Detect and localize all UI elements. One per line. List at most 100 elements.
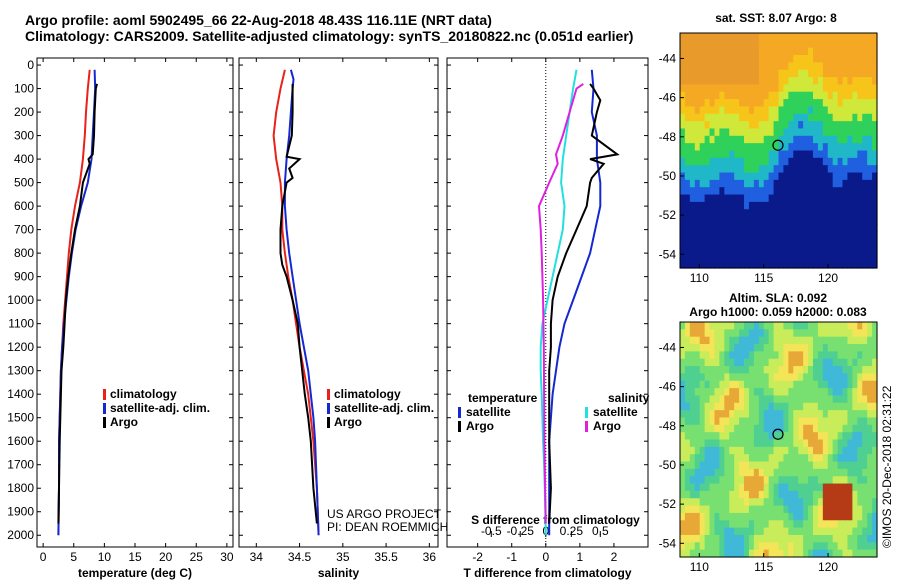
temperature-series-0: [57, 69, 91, 536]
sst_map-cell: [680, 99, 686, 108]
sla_map-cell: [680, 498, 686, 507]
sst_map-cell: [739, 165, 745, 174]
sla_map-cell: [763, 351, 770, 360]
sst_map-cell: [729, 201, 735, 210]
sst_map-cell: [704, 69, 711, 78]
sst_map-cell: [773, 216, 780, 225]
sst_map-cell: [852, 187, 858, 196]
sst_map-cell: [729, 106, 735, 115]
sla_map-cell: [684, 417, 691, 426]
sst_map-cell: [763, 223, 770, 232]
sla_map-cell: [817, 373, 824, 382]
sla_map-cell: [689, 468, 696, 477]
sla_map-cell: [719, 336, 725, 345]
sla_map-cell: [734, 351, 740, 360]
sla_map-cell: [729, 417, 735, 426]
sst_map-cell: [867, 216, 873, 225]
sst_map-cell: [768, 55, 775, 63]
sla_map-cell: [832, 490, 839, 499]
sla_map-cell: [778, 395, 785, 404]
sst_map-cell: [832, 238, 839, 247]
sst_map-cell: [852, 113, 858, 122]
sla_map-cell: [817, 476, 824, 485]
sla_map-cell: [808, 454, 814, 463]
salinity-legend-label: Argo: [334, 415, 362, 429]
sla_map-cell: [847, 329, 853, 338]
sla_map-cell: [704, 542, 711, 551]
sst_map-cell: [842, 157, 849, 166]
sst_map-cell: [684, 157, 691, 166]
sla_map-cell: [798, 358, 804, 367]
sst_map-cell: [793, 194, 799, 203]
sla_map-cell: [773, 351, 780, 360]
sla_map-cell: [744, 468, 750, 477]
sla_map-cell: [822, 461, 829, 470]
sst_map-cell: [714, 172, 720, 181]
sst_map-cell: [714, 143, 720, 152]
sla_map-cell: [803, 512, 809, 521]
sst_map-cell: [739, 77, 745, 85]
sst_map-cell: [744, 69, 750, 78]
sla_map-cell: [753, 424, 760, 433]
sla_map-cell: [763, 549, 770, 558]
sla_map-cell: [788, 534, 794, 543]
sla_map-cell: [812, 549, 819, 558]
sla_map-cell: [793, 417, 799, 426]
sla_map-cell: [714, 395, 720, 404]
sst_map-cell: [812, 245, 819, 254]
sst_map-cell: [684, 99, 691, 108]
sla_map-cell: [744, 336, 750, 345]
sla_map-cell: [758, 329, 765, 338]
sst_map-cell: [684, 231, 691, 240]
sla_map-cell: [729, 498, 735, 507]
x-tick-label: 0: [40, 550, 47, 564]
sla_map-cell: [857, 461, 863, 470]
sla_map-cell: [783, 527, 789, 536]
sla_map-cell: [857, 439, 863, 448]
sla_map-cell: [719, 410, 725, 419]
sla_map-cell: [714, 417, 720, 426]
sla_map-cell: [867, 344, 873, 352]
sst_map-cell: [704, 106, 711, 115]
temperature-series-1: [57, 69, 97, 536]
sla_map-cell: [704, 358, 711, 367]
sst_map-cell: [867, 231, 873, 240]
sla_map-cell: [734, 329, 740, 338]
sla_map-cell: [684, 527, 691, 536]
sst_map-cell: [788, 253, 794, 262]
sla_map-cell: [783, 542, 789, 551]
sst_map-cell: [778, 113, 785, 122]
sla_map-cell: [808, 549, 814, 558]
sla_map-cell: [832, 358, 839, 367]
sst_map-cell: [783, 253, 789, 262]
sst_map-cell: [872, 128, 878, 137]
sst_map-cell: [763, 55, 770, 63]
sla_map-cell: [699, 366, 706, 374]
sla_map-cell: [817, 402, 824, 411]
sla_map-cell: [857, 366, 863, 374]
sst_map-cell: [808, 84, 814, 93]
sla_map-cell: [758, 410, 765, 419]
sla_map-cell: [788, 336, 794, 345]
sst_map-cell: [734, 121, 740, 130]
sst_map-cell: [862, 245, 868, 254]
sla_map-cell: [704, 344, 711, 352]
sla_map-cell: [689, 322, 696, 330]
sst_map-cell: [744, 260, 750, 269]
sla_map-cell: [847, 410, 853, 419]
sla_map-cell: [788, 322, 794, 330]
sst_map-cell: [689, 62, 696, 71]
sla_map-cell: [748, 380, 755, 389]
sst_map-cell: [852, 209, 858, 218]
sla_map-cell: [827, 402, 834, 411]
sst_map-cell: [842, 150, 849, 159]
sst_map-cell: [872, 135, 878, 144]
sst_map-cell: [798, 245, 804, 254]
sla_map-cell: [803, 549, 809, 558]
sst_map-cell: [793, 179, 799, 188]
sla_map-cell: [847, 395, 853, 404]
sst_map-cell: [704, 216, 711, 225]
sst_map-cell: [832, 99, 839, 108]
y-tick-label: 0: [27, 58, 34, 72]
sst_map-cell: [817, 201, 824, 210]
